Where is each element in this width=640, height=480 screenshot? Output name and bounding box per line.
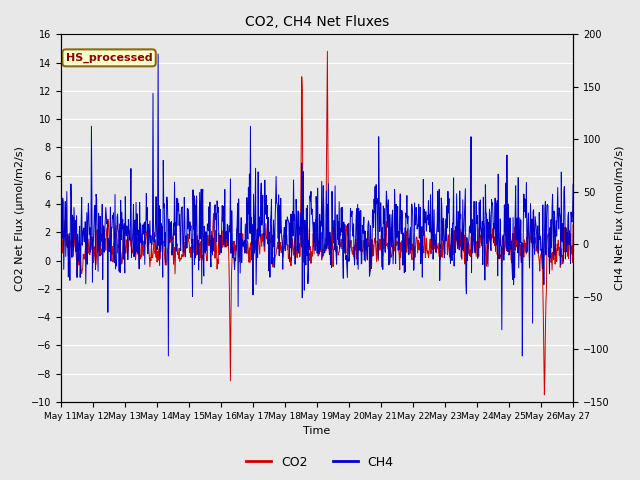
Title: CO2, CH4 Net Fluxes: CO2, CH4 Net Fluxes — [244, 15, 389, 29]
Y-axis label: CO2 Net Flux (μmol/m2/s): CO2 Net Flux (μmol/m2/s) — [15, 146, 25, 290]
Y-axis label: CH4 Net Flux (nmol/m2/s): CH4 Net Flux (nmol/m2/s) — [615, 146, 625, 290]
Legend: CO2, CH4: CO2, CH4 — [241, 451, 399, 474]
X-axis label: Time: Time — [303, 426, 330, 436]
Text: HS_processed: HS_processed — [66, 53, 152, 63]
